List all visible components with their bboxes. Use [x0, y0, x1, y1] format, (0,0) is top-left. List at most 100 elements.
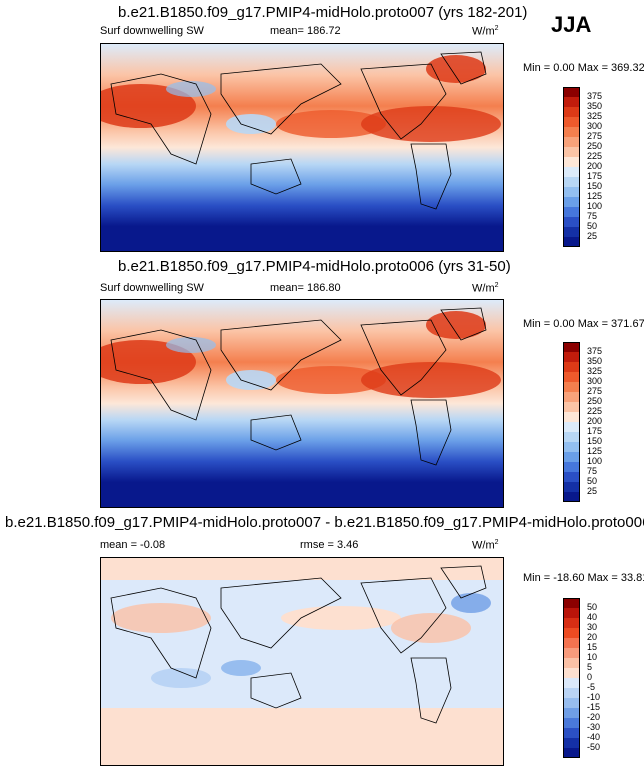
colorbar-cell — [563, 618, 580, 628]
colorbar-label: 300 — [587, 376, 603, 386]
colorbar-label: -30 — [587, 722, 601, 732]
colorbar-cell — [563, 678, 580, 688]
colorbar-cell — [563, 362, 580, 372]
panel2-minmax: Min = 0.00 Max = 371.67 — [523, 318, 644, 330]
colorbar-cell — [563, 708, 580, 718]
colorbar-label: 375 — [587, 91, 603, 101]
colorbar-label: -50 — [587, 742, 601, 752]
colorbar-label: 100 — [587, 201, 603, 211]
colorbar-cell — [563, 648, 580, 658]
season-label: JJA — [551, 12, 592, 37]
panel2-units: W/m2 — [472, 282, 499, 295]
colorbar-cell — [563, 728, 580, 738]
panel2-variable: Surf downwelling SW — [100, 282, 204, 294]
panel3-colorbar: 50 40 30 20 15 10 5 0 -5 -10 -15 -20 -30 -40 -50 — [563, 598, 623, 758]
colorbar-label: 75 — [587, 466, 598, 476]
colorbar-cell — [563, 177, 580, 187]
colorbar-label: 275 — [587, 131, 603, 141]
colorbar-label: 275 — [587, 386, 603, 396]
colorbar-label: 30 — [587, 622, 598, 632]
colorbar-cell — [563, 402, 580, 412]
colorbar-label: 375 — [587, 346, 603, 356]
colorbar-label: -40 — [587, 732, 601, 742]
colorbar-label: -10 — [587, 692, 601, 702]
colorbar-label: 350 — [587, 101, 603, 111]
colorbar-label: -20 — [587, 712, 601, 722]
colorbar-cell — [563, 598, 580, 608]
colorbar-frame — [563, 598, 580, 758]
colorbar-label: 200 — [587, 416, 603, 426]
panel1-variable: Surf downwelling SW — [100, 25, 204, 37]
panel3-minmax: Min = -18.60 Max = 33.81 — [523, 572, 644, 584]
colorbar-cell — [563, 117, 580, 127]
colorbar-label: 250 — [587, 396, 603, 406]
colorbar-label: 175 — [587, 171, 603, 181]
colorbar-cell — [563, 237, 580, 247]
colorbar-label: 25 — [587, 231, 598, 241]
colorbar-cell — [563, 97, 580, 107]
colorbar-label: 10 — [587, 652, 598, 662]
colorbar-label: 40 — [587, 612, 598, 622]
colorbar-cell — [563, 748, 580, 758]
colorbar-cell — [563, 688, 580, 698]
panel3-title: b.e21.B1850.f09_g17.PMIP4-midHolo.proto0… — [5, 514, 644, 531]
colorbar-cell — [563, 482, 580, 492]
colorbar-label: -15 — [587, 702, 601, 712]
panel2-map — [100, 299, 504, 508]
panel1-map — [100, 43, 504, 252]
panel1-colorbar: 375 350 325 300 275 250 225 200 175 150 125 100 75 50… — [563, 87, 623, 247]
colorbar-cell — [563, 352, 580, 362]
colorbar-cell — [563, 412, 580, 422]
colorbar-cell — [563, 342, 580, 352]
colorbar-cell — [563, 197, 580, 207]
colorbar-cell — [563, 187, 580, 197]
colorbar-frame — [563, 87, 580, 247]
colorbar-label: 225 — [587, 151, 603, 161]
colorbar-cell — [563, 738, 580, 748]
colorbar-cell — [563, 432, 580, 442]
colorbar-cell — [563, 372, 580, 382]
colorbar-label: 200 — [587, 161, 603, 171]
panel3-map — [100, 557, 504, 766]
colorbar-label: 325 — [587, 111, 603, 121]
panel2-title: b.e21.B1850.f09_g17.PMIP4-midHolo.proto0… — [118, 258, 511, 275]
colorbar-label: 175 — [587, 426, 603, 436]
colorbar-cell — [563, 608, 580, 618]
colorbar-label: 75 — [587, 211, 598, 221]
colorbar-cell — [563, 472, 580, 482]
colorbar-cell — [563, 127, 580, 137]
colorbar-cell — [563, 628, 580, 638]
colorbar-cell — [563, 462, 580, 472]
colorbar-cell — [563, 718, 580, 728]
colorbar-label: 250 — [587, 141, 603, 151]
colorbar-cell — [563, 157, 580, 167]
colorbar-cell — [563, 147, 580, 157]
panel3-rmse: rmse = 3.46 — [300, 539, 359, 551]
colorbar-cell — [563, 658, 580, 668]
colorbar-label: 50 — [587, 476, 598, 486]
colorbar-cell — [563, 452, 580, 462]
colorbar-label: 15 — [587, 642, 598, 652]
colorbar-cell — [563, 698, 580, 708]
panel3-mean: mean = -0.08 — [100, 539, 166, 551]
colorbar-cell — [563, 227, 580, 237]
colorbar-frame — [563, 342, 580, 502]
colorbar-cell — [563, 668, 580, 678]
colorbar-cell — [563, 137, 580, 147]
colorbar-cell — [563, 382, 580, 392]
colorbar-label: 225 — [587, 406, 603, 416]
colorbar-cell — [563, 492, 580, 502]
colorbar-label: 25 — [587, 486, 598, 496]
colorbar-cell — [563, 392, 580, 402]
colorbar-cell — [563, 207, 580, 217]
colorbar-label: 20 — [587, 632, 598, 642]
colorbar-cell — [563, 87, 580, 97]
panel2-colorbar: 375 350 325 300 275 250 225 200 175 150 125 100 75 50… — [563, 342, 623, 502]
colorbar-label: 300 — [587, 121, 603, 131]
colorbar-label: 5 — [587, 662, 593, 672]
colorbar-cell — [563, 107, 580, 117]
colorbar-cell — [563, 217, 580, 227]
colorbar-label: 0 — [587, 672, 593, 682]
colorbar-label: 325 — [587, 366, 603, 376]
panel1-mean: mean= 186.72 — [270, 25, 341, 37]
